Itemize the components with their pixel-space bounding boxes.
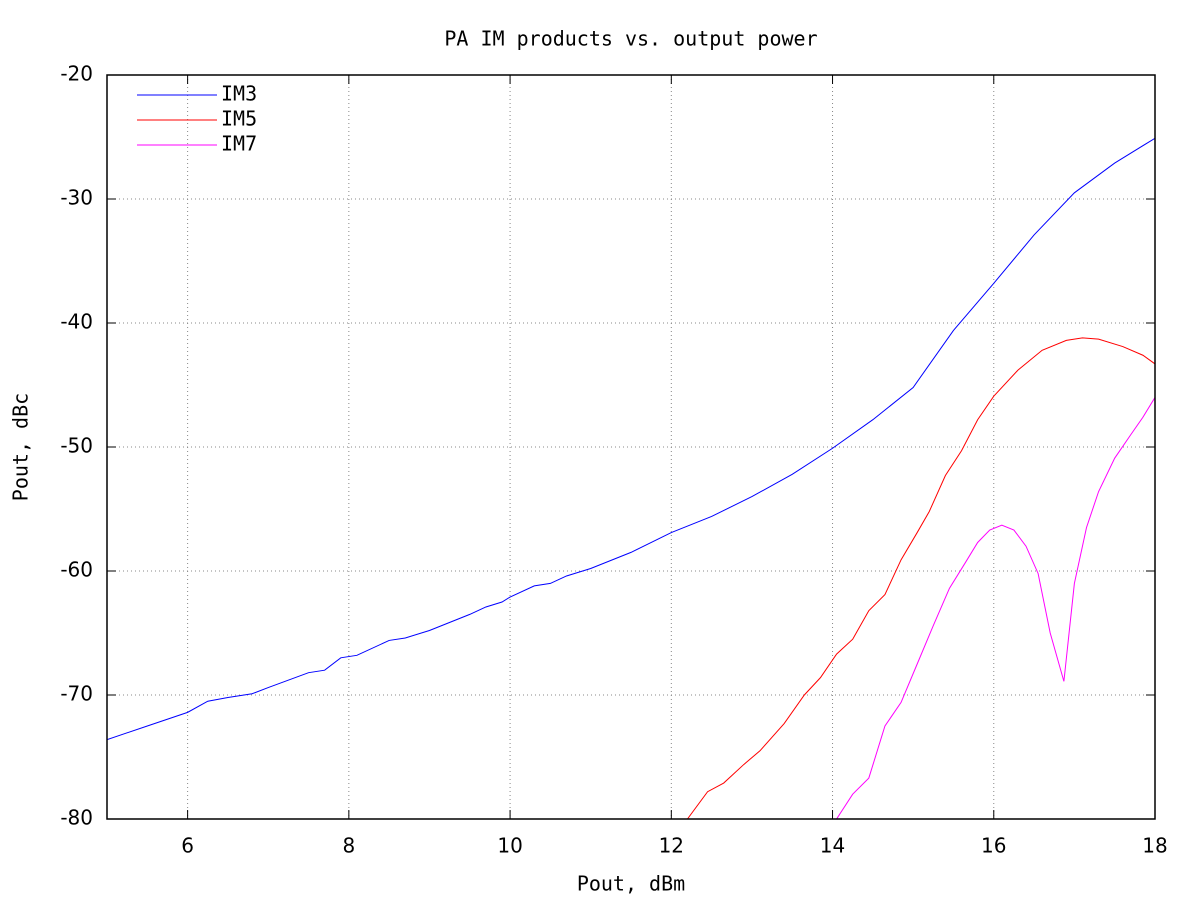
x-axis-label: Pout, dBm xyxy=(577,872,685,896)
chart-title: PA IM products vs. output power xyxy=(444,27,817,51)
y-tick-label: -70 xyxy=(60,682,93,706)
series-line xyxy=(836,397,1155,819)
x-tick-label: 12 xyxy=(659,834,684,858)
y-tick-label: -40 xyxy=(60,310,93,334)
y-tick-label: -50 xyxy=(60,434,93,458)
x-tick-label: 16 xyxy=(981,834,1006,858)
y-tick-label: -80 xyxy=(60,806,93,830)
plot-frame xyxy=(106,74,1156,820)
y-tick-label: -60 xyxy=(60,558,93,582)
legend-label: IM7 xyxy=(221,132,257,156)
x-tick-label: 8 xyxy=(342,834,355,858)
x-tick-label: 10 xyxy=(497,834,522,858)
series-line xyxy=(107,137,1155,741)
y-tick-label: -20 xyxy=(60,62,93,86)
x-tick-label: 6 xyxy=(181,834,194,858)
legend-label: IM3 xyxy=(221,82,257,106)
x-tick-label: 18 xyxy=(1142,834,1167,858)
x-tick-label: 14 xyxy=(820,834,845,858)
series-line xyxy=(687,337,1155,819)
legend-label: IM5 xyxy=(221,107,257,131)
y-axis-label: Pout, dBc xyxy=(9,393,33,501)
y-tick-label: -30 xyxy=(60,186,93,210)
